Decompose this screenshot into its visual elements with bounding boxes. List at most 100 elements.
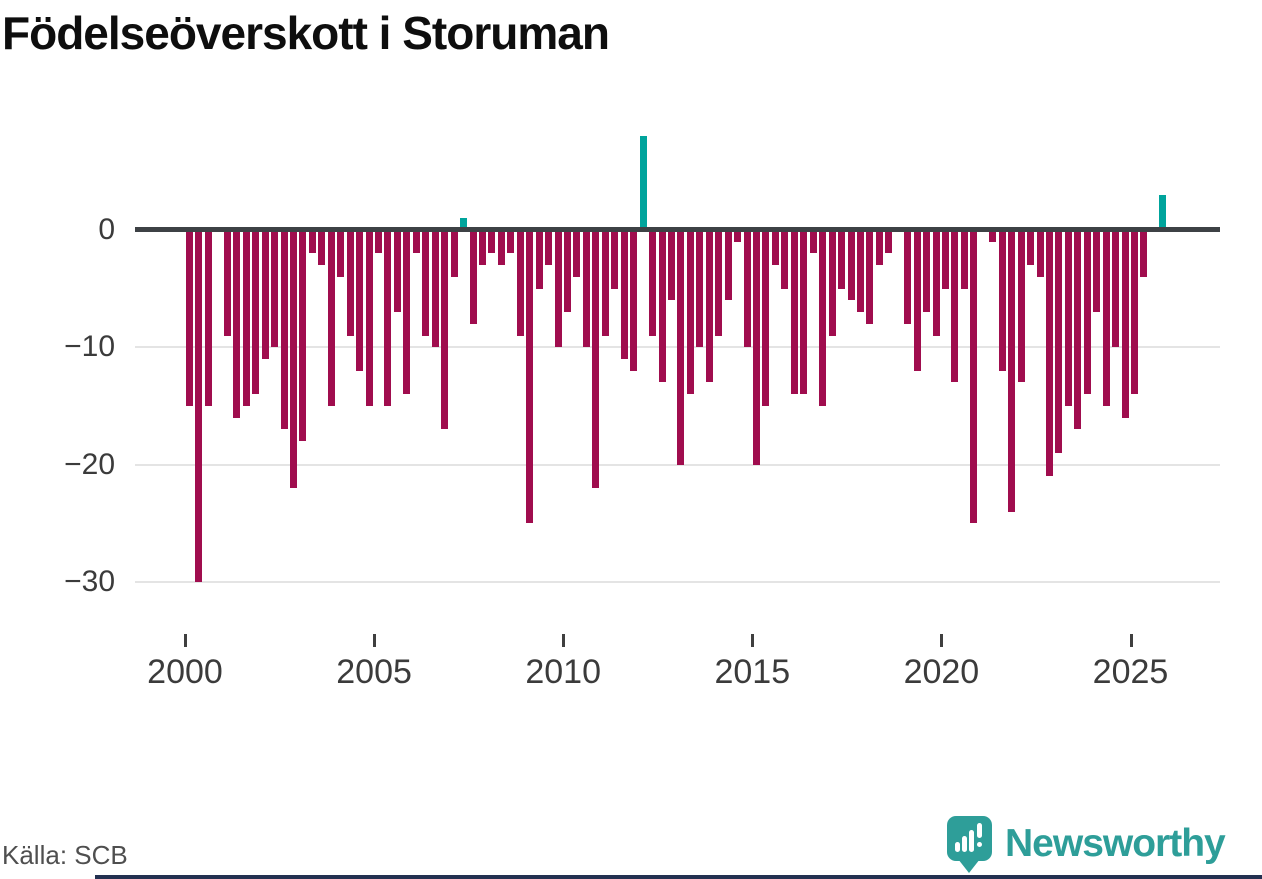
bar-2004Q3 <box>356 230 364 371</box>
bar-2012Q2 <box>649 230 657 336</box>
x-axis-label-2000: 2000 <box>147 653 223 691</box>
bar-2025Q4 <box>1159 194 1167 230</box>
bar-2017Q3 <box>847 230 855 301</box>
bar-2018Q1 <box>866 230 874 324</box>
gridline-y-20 <box>135 463 1220 466</box>
bar-2021Q4 <box>1008 230 1016 512</box>
page-title: Födelseöverskott i Storuman <box>2 7 610 59</box>
bar-2002Q4 <box>289 230 297 489</box>
x-axis-label-2010: 2010 <box>525 653 601 691</box>
bar-2008Q4 <box>516 230 524 336</box>
bar-2003Q2 <box>308 230 316 254</box>
bar-2010Q4 <box>592 230 600 489</box>
logo-chart-bar-icon <box>955 842 960 852</box>
bar-2023Q4 <box>1083 230 1091 395</box>
bar-2007Q3 <box>469 230 477 324</box>
brand-name: Newsworthy <box>1005 822 1226 865</box>
bar-2011Q4 <box>630 230 638 371</box>
logo-chart-bar-icon <box>969 830 974 852</box>
bar-2007Q1 <box>450 230 458 277</box>
bar-2014Q3 <box>734 230 742 242</box>
bar-2004Q1 <box>337 230 345 277</box>
bar-2010Q3 <box>582 230 590 348</box>
bar-2024Q4 <box>1121 230 1129 418</box>
bar-2022Q2 <box>1027 230 1035 266</box>
bar-2020Q1 <box>942 230 949 289</box>
x-axis-tick-2005 <box>373 634 377 647</box>
x-axis-label-2020: 2020 <box>903 653 980 691</box>
bar-2005Q4 <box>403 230 411 395</box>
bar-2024Q1 <box>1093 230 1101 313</box>
bar-2015Q1 <box>753 230 760 465</box>
bar-2025Q1 <box>1131 230 1138 395</box>
bar-2022Q1 <box>1017 230 1025 383</box>
bar-2006Q1 <box>412 230 420 254</box>
bar-2000Q3 <box>204 230 212 406</box>
bar-2021Q3 <box>998 230 1006 371</box>
bar-2024Q2 <box>1102 230 1110 406</box>
bar-2008Q1 <box>488 230 496 254</box>
bar-2010Q1 <box>564 230 571 313</box>
y-axis-label--20: −20 <box>64 447 115 481</box>
bar-2012Q3 <box>658 230 666 383</box>
bar-2003Q1 <box>299 230 307 442</box>
bar-2005Q3 <box>393 230 401 313</box>
bar-2012Q1 <box>639 136 647 230</box>
bar-2009Q1 <box>526 230 534 524</box>
newsworthy-logo: Newsworthy <box>947 814 1262 876</box>
bar-2019Q4 <box>932 230 940 336</box>
bar-2018Q3 <box>885 230 893 254</box>
bar-2004Q2 <box>346 230 354 336</box>
bar-2003Q3 <box>318 230 326 266</box>
x-axis-label-2015: 2015 <box>714 653 791 691</box>
bar-2016Q4 <box>819 230 827 406</box>
bar-2014Q2 <box>724 230 732 301</box>
bar-2022Q3 <box>1036 230 1044 277</box>
bar-2013Q2 <box>686 230 694 395</box>
bar-2016Q2 <box>800 230 808 395</box>
bar-2012Q4 <box>667 230 675 301</box>
bar-2006Q3 <box>431 230 439 348</box>
bar-2001Q4 <box>252 230 260 395</box>
bar-2011Q1 <box>601 230 609 336</box>
y-axis-label-0: 0 <box>98 213 115 246</box>
x-axis-tick-2015 <box>751 634 755 647</box>
bar-2013Q4 <box>705 230 713 383</box>
zero-axis-line <box>135 227 1220 232</box>
bar-2020Q4 <box>970 230 978 524</box>
newsworthy-logo-icon <box>947 816 992 861</box>
bar-2023Q1 <box>1055 230 1063 453</box>
bar-2015Q4 <box>781 230 789 289</box>
bar-2011Q3 <box>620 230 628 360</box>
gridline-y-30 <box>135 580 1220 583</box>
bar-2007Q2 <box>460 218 468 230</box>
bar-2009Q3 <box>545 230 553 266</box>
bar-2010Q2 <box>573 230 581 277</box>
bar-2007Q4 <box>478 230 486 266</box>
bar-2024Q3 <box>1112 230 1120 348</box>
bar-2002Q2 <box>271 230 279 348</box>
bar-2015Q3 <box>771 230 779 266</box>
bar-2019Q2 <box>913 230 921 371</box>
x-axis-label-2005: 2005 <box>336 653 412 691</box>
bar-2016Q1 <box>790 230 798 395</box>
bar-2004Q4 <box>365 230 373 406</box>
logo-chart-bar-icon <box>962 836 967 852</box>
bar-2016Q3 <box>809 230 817 254</box>
bar-2001Q2 <box>233 230 241 418</box>
bar-2020Q3 <box>960 230 968 289</box>
bar-2020Q2 <box>951 230 959 383</box>
bar-2017Q2 <box>838 230 846 289</box>
y-axis-label--30: −30 <box>64 564 115 598</box>
bar-2011Q2 <box>611 230 619 289</box>
logo-exclamation-dot-icon <box>977 842 982 847</box>
bar-2000Q2 <box>195 230 203 582</box>
footer-divider <box>95 875 1262 879</box>
bar-2008Q2 <box>497 230 505 266</box>
x-axis-tick-2025 <box>1129 634 1133 647</box>
bar-2022Q4 <box>1045 230 1053 477</box>
bar-2009Q4 <box>554 230 562 348</box>
bar-2005Q1 <box>375 230 382 254</box>
bar-2013Q3 <box>696 230 704 348</box>
